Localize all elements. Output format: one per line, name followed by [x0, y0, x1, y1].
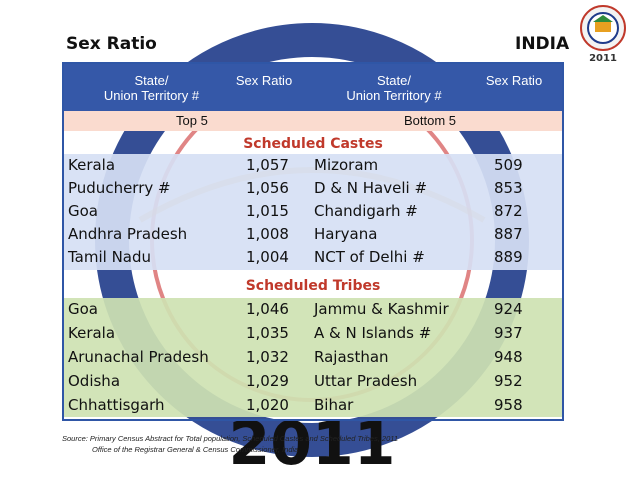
- scheduled-tribes-block: Goa 1,046 Jammu & Kashmir 924 Kerala 1,0…: [64, 298, 562, 417]
- table-row: Goa 1,015 Chandigarh # 872: [68, 202, 523, 220]
- table-row: Kerala 1,057 Mizoram 509: [68, 156, 523, 174]
- bottom-5-label: Bottom 5: [404, 113, 457, 128]
- table-row: Arunachal Pradesh 1,032 Rajasthan 948: [68, 348, 523, 366]
- source-note: Source: Primary Census Abstract for Tota…: [62, 433, 398, 455]
- table-row: Kerala 1,035 A & N Islands # 937: [68, 324, 523, 342]
- scheduled-castes-block: Kerala 1,057 Mizoram 509 Puducherry # 1,…: [64, 154, 562, 270]
- table-header: State/ Union Territory # Sex Ratio State…: [64, 64, 562, 111]
- table-row: Chhattisgarh 1,020 Bihar 958: [68, 396, 523, 414]
- table-row: Odisha 1,029 Uttar Pradesh 952: [68, 372, 523, 390]
- header-sex-ratio-right: Sex Ratio: [485, 73, 543, 88]
- table-row: Tamil Nadu 1,004 NCT of Delhi # 889: [68, 248, 523, 266]
- slide-title: Sex Ratio: [66, 34, 157, 54]
- header-sex-ratio-left: Sex Ratio: [235, 73, 293, 88]
- census-logo-icon: 2011: [580, 5, 626, 64]
- header-state-left: State/ Union Territory #: [103, 72, 200, 103]
- header-state-right: State/ Union Territory #: [346, 72, 442, 103]
- sex-ratio-table: State/ Union Territory # Sex Ratio State…: [62, 62, 564, 421]
- top-5-label: Top 5: [176, 113, 208, 128]
- section-title-scheduled-tribes: Scheduled Tribes: [245, 278, 381, 294]
- table-row: Andhra Pradesh 1,008 Haryana 887: [68, 225, 523, 243]
- source-line-2: Office of the Registrar General & Census…: [92, 445, 299, 454]
- section-title-scheduled-castes: Scheduled Castes: [243, 136, 383, 152]
- source-line-1: Source: Primary Census Abstract for Tota…: [62, 434, 399, 443]
- table-row: Goa 1,046 Jammu & Kashmir 924: [68, 300, 523, 318]
- table-row: Puducherry # 1,056 D & N Haveli # 853: [68, 179, 523, 197]
- logo-year: 2011: [589, 53, 617, 64]
- country-label: INDIA: [515, 34, 570, 54]
- subheader-row: Top 5 Bottom 5: [64, 111, 562, 131]
